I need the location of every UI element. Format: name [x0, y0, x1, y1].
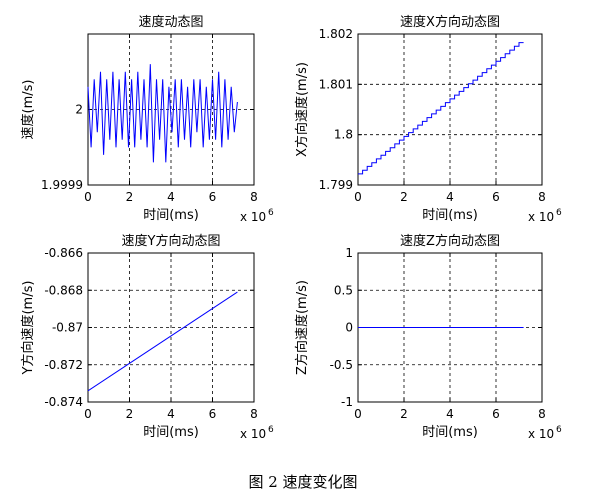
- x-tick-label: 6: [209, 190, 217, 204]
- y-tick-label: -0.5: [330, 358, 353, 372]
- chart-title: 速度动态图: [138, 14, 203, 30]
- x-tick-label: 8: [538, 407, 546, 421]
- x-tick-label: 6: [209, 407, 217, 421]
- y-axis-label: Y方向速度(m/s): [20, 281, 36, 376]
- x-tick-label: 6: [492, 190, 500, 204]
- x-axis-label: 时间(ms): [143, 425, 199, 440]
- x-axis-multiplier: x 10: [240, 210, 266, 224]
- x-axis-label: 时间(ms): [422, 425, 478, 440]
- x-axis-exponent: 6: [556, 425, 562, 435]
- y-tick-label: -0.866: [44, 246, 83, 260]
- x-axis-multiplier: x 10: [528, 210, 554, 224]
- x-tick-label: 8: [250, 407, 258, 421]
- x-tick-label: 0: [84, 190, 92, 204]
- x-axis-label: 时间(ms): [422, 208, 478, 223]
- x-tick-label: 0: [354, 190, 362, 204]
- x-axis-label: 时间(ms): [143, 208, 199, 223]
- y-tick-label: 1.801: [319, 77, 353, 91]
- chart-title: 速度Y方向动态图: [122, 233, 221, 249]
- y-tick-label: -0.868: [44, 283, 83, 297]
- x-tick-label: 2: [400, 407, 408, 421]
- x-tick-label: 4: [446, 190, 454, 204]
- x-tick-label: 2: [400, 190, 408, 204]
- chart-title: 速度Z方向动态图: [400, 233, 500, 249]
- y-axis-label: X方向速度(m/s): [294, 62, 310, 157]
- x-tick-label: 8: [250, 190, 258, 204]
- x-tick-label: 6: [492, 407, 500, 421]
- y-tick-label: 0: [345, 321, 353, 335]
- y-tick-label: -0.87: [52, 321, 83, 335]
- y-tick-label: -0.874: [44, 395, 83, 409]
- x-tick-label: 2: [126, 190, 134, 204]
- y-tick-label: 1.9999: [41, 178, 83, 192]
- y-tick-label: 1.802: [319, 27, 353, 41]
- y-tick-label: -0.872: [44, 358, 83, 372]
- x-axis-exponent: 6: [556, 208, 562, 218]
- x-axis-exponent: 6: [268, 208, 274, 218]
- x-tick-label: 4: [167, 190, 175, 204]
- series-line: [358, 42, 524, 175]
- y-tick-label: 1: [345, 246, 353, 260]
- series-line: [87, 291, 238, 392]
- y-tick-label: 2: [75, 103, 83, 117]
- x-tick-label: 0: [84, 407, 92, 421]
- y-tick-label: 0.5: [334, 283, 353, 297]
- x-axis-multiplier: x 10: [528, 427, 554, 441]
- x-tick-label: 0: [354, 407, 362, 421]
- x-tick-label: 2: [126, 407, 134, 421]
- subplot-3: 0 2 4 6 8-0.866-0.868-0.87-0.872-0.874速度Y方向动…: [20, 233, 274, 441]
- x-axis-exponent: 6: [268, 425, 274, 435]
- y-tick-label: 1.799: [319, 178, 353, 192]
- x-tick-label: 8: [538, 190, 546, 204]
- figure-caption: 图 2 速度变化图: [248, 473, 358, 491]
- chart-title: 速度X方向动态图: [400, 14, 500, 30]
- series-line: [87, 64, 238, 163]
- x-axis-multiplier: x 10: [240, 427, 266, 441]
- y-axis-label: Z方向速度(m/s): [294, 280, 310, 375]
- y-axis-label: 速度(m/s): [20, 80, 36, 140]
- y-tick-label: -1: [341, 395, 353, 409]
- x-tick-label: 4: [446, 407, 454, 421]
- y-tick-label: 1.8: [334, 128, 353, 142]
- x-tick-label: 4: [167, 407, 175, 421]
